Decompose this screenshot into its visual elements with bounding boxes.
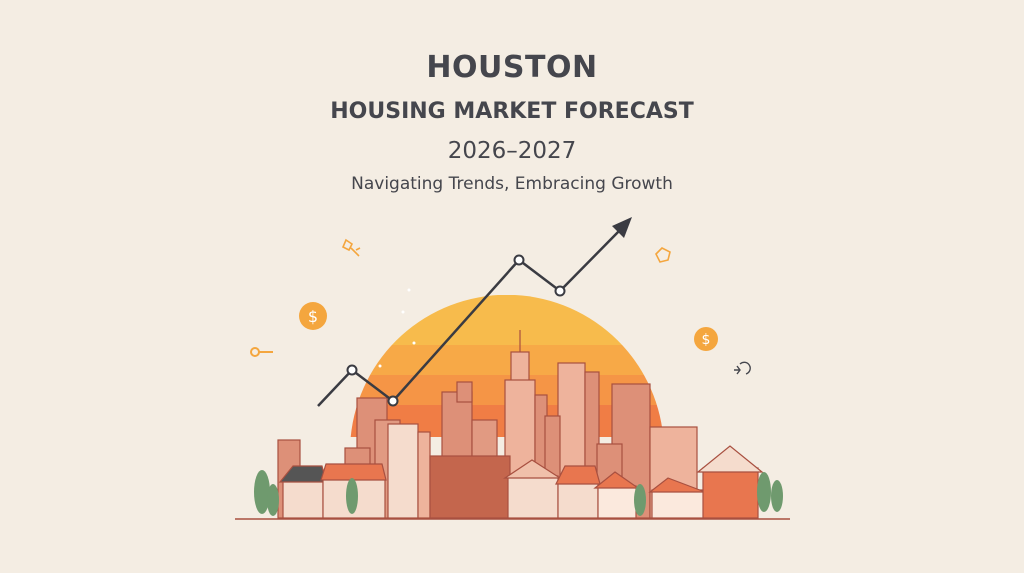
svg-text:$: $	[702, 332, 711, 348]
dollar-coin-icon: $	[694, 327, 718, 351]
dollar-coin-icon: $	[299, 302, 327, 330]
tagline: Navigating Trends, Embracing Growth	[351, 174, 673, 194]
page-title: HOUSTON	[426, 50, 598, 85]
house-icon	[655, 247, 671, 263]
forecast-years: 2026–2027	[447, 138, 577, 164]
trees	[254, 470, 783, 516]
key-icon	[250, 347, 273, 357]
svg-text:$: $	[308, 307, 318, 326]
pin-icon	[341, 238, 361, 257]
houses	[278, 445, 764, 519]
magnet-icon	[734, 361, 751, 375]
page-subtitle: HOUSING MARKET FORECAST	[330, 99, 694, 124]
trend-line	[317, 217, 632, 407]
sparkles	[378, 288, 416, 368]
trend-arrow-icon	[612, 217, 632, 238]
